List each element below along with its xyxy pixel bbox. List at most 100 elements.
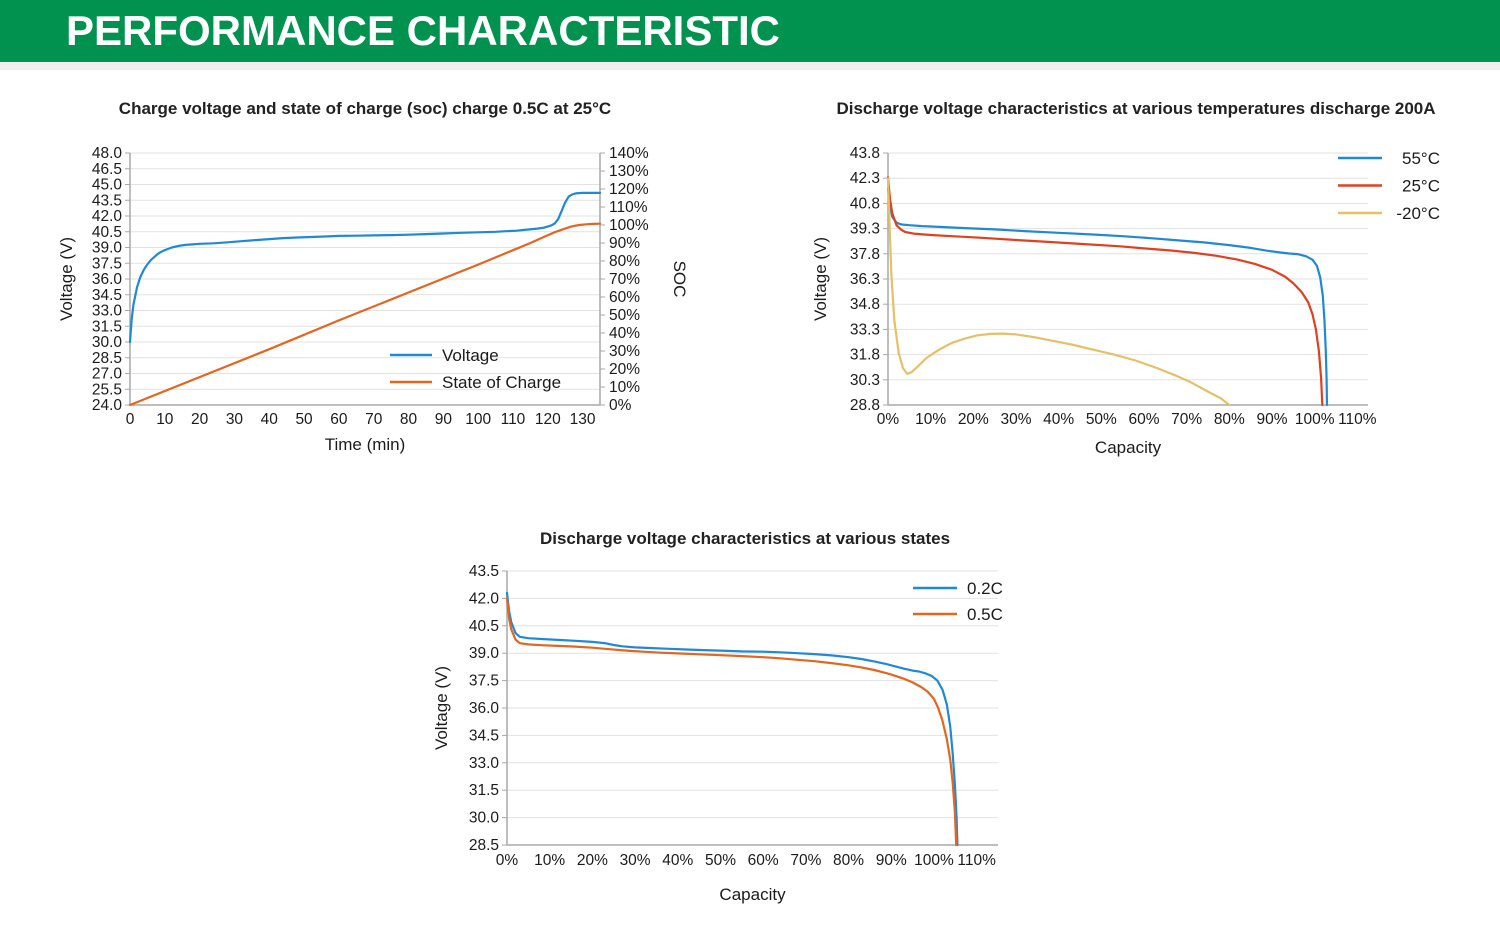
svg-text:90%: 90% xyxy=(876,852,907,869)
chart-discharge-states: Discharge voltage characteristics at var… xyxy=(415,520,1095,932)
svg-text:90: 90 xyxy=(435,411,453,428)
svg-text:0%: 0% xyxy=(877,411,900,428)
svg-text:40%: 40% xyxy=(1043,411,1074,428)
y-axis-left: 28.8 30.3 31.8 33.3 34.8 36.3 37.8 39.3 40.8 42.3… xyxy=(850,145,888,414)
legend: Voltage State of Charge xyxy=(390,346,561,392)
svg-text:70: 70 xyxy=(365,411,383,428)
svg-text:40.5: 40.5 xyxy=(469,618,499,635)
svg-text:30%: 30% xyxy=(609,343,640,360)
svg-text:36.0: 36.0 xyxy=(469,700,500,717)
svg-text:80%: 80% xyxy=(609,253,640,270)
svg-text:80%: 80% xyxy=(833,852,864,869)
svg-text:0: 0 xyxy=(126,411,135,428)
svg-text:40%: 40% xyxy=(609,325,640,342)
svg-text:20: 20 xyxy=(191,411,209,428)
legend-label: 25°C xyxy=(1402,177,1440,196)
chart-discharge-temperatures: Discharge voltage characteristics at var… xyxy=(800,90,1490,485)
chart-title: Discharge voltage characteristics at var… xyxy=(836,99,1435,118)
svg-text:0%: 0% xyxy=(496,852,519,869)
svg-text:31.8: 31.8 xyxy=(850,347,880,364)
svg-text:27.0: 27.0 xyxy=(92,366,123,383)
svg-text:30.3: 30.3 xyxy=(850,372,880,389)
svg-text:60%: 60% xyxy=(748,852,779,869)
svg-text:30: 30 xyxy=(226,411,244,428)
svg-text:80%: 80% xyxy=(1214,411,1245,428)
y-axis-left: 24.025.527.028.530.031.533.034.536.037.5… xyxy=(92,145,130,414)
svg-text:40%: 40% xyxy=(662,852,693,869)
svg-text:50%: 50% xyxy=(1086,411,1117,428)
chart-charge-voltage-soc: Charge voltage and state of charge (soc)… xyxy=(55,90,755,485)
svg-text:10%: 10% xyxy=(915,411,946,428)
svg-text:42.0: 42.0 xyxy=(469,590,500,607)
svg-text:43.8: 43.8 xyxy=(850,145,880,162)
x-axis-title: Time (min) xyxy=(325,435,406,454)
svg-text:36.0: 36.0 xyxy=(92,271,123,288)
svg-text:30.0: 30.0 xyxy=(469,810,500,827)
svg-text:20%: 20% xyxy=(958,411,989,428)
svg-text:45.0: 45.0 xyxy=(92,177,123,194)
y-axis-right: 0%10%20%30%40%50%60%70%80%90%100%110%120… xyxy=(600,145,649,414)
svg-text:37.8: 37.8 xyxy=(850,246,880,263)
svg-text:42.3: 42.3 xyxy=(850,170,880,187)
svg-text:39.0: 39.0 xyxy=(469,645,500,662)
chart-title: Charge voltage and state of charge (soc)… xyxy=(119,99,611,118)
legend-label: Voltage xyxy=(442,346,499,365)
svg-text:28.8: 28.8 xyxy=(850,397,880,414)
series-line--20°c xyxy=(886,177,1231,407)
chart1-svg: Charge voltage and state of charge (soc)… xyxy=(57,99,689,454)
svg-text:33.3: 33.3 xyxy=(850,321,880,338)
svg-text:140%: 140% xyxy=(609,145,649,162)
y-axis-title: Voltage (V) xyxy=(811,237,830,321)
gridlines xyxy=(130,152,600,390)
svg-text:43.5: 43.5 xyxy=(469,563,499,580)
svg-text:31.5: 31.5 xyxy=(92,318,122,335)
svg-text:33.0: 33.0 xyxy=(92,303,123,320)
svg-text:20%: 20% xyxy=(577,852,608,869)
x-axis-title: Capacity xyxy=(1095,438,1162,457)
x-axis-title: Capacity xyxy=(719,885,786,904)
svg-text:10%: 10% xyxy=(534,852,565,869)
svg-text:34.8: 34.8 xyxy=(850,296,880,313)
page-title: PERFORMANCE CHARACTERISTIC xyxy=(66,7,780,54)
svg-text:50%: 50% xyxy=(609,307,640,324)
chart2-svg: Discharge voltage characteristics at var… xyxy=(811,99,1440,457)
svg-text:43.5: 43.5 xyxy=(92,192,122,209)
svg-text:120%: 120% xyxy=(609,181,649,198)
svg-text:42.0: 42.0 xyxy=(92,208,123,225)
x-axis: 0% 10% 20% 30% 40% 50% 60% 70% 80% 90% 100% 110% xyxy=(877,411,1377,428)
series-line-0.2c xyxy=(505,591,959,847)
svg-text:100: 100 xyxy=(465,411,491,428)
chart3-svg: Discharge voltage characteristics at var… xyxy=(432,529,1003,904)
x-axis: 0% 10% 20% 30% 40% 50% 60% 70% 80% 90% 100% 110% xyxy=(496,852,996,869)
svg-text:110: 110 xyxy=(501,411,526,428)
svg-text:110%: 110% xyxy=(957,852,996,869)
y-axis-title: Voltage (V) xyxy=(432,666,451,750)
legend: 0.2C 0.5C xyxy=(913,579,1003,624)
gridlines xyxy=(507,570,998,819)
svg-text:40: 40 xyxy=(261,411,279,428)
svg-text:90%: 90% xyxy=(1256,411,1287,428)
svg-text:100%: 100% xyxy=(1295,411,1335,428)
svg-text:50: 50 xyxy=(295,411,313,428)
gridlines xyxy=(888,152,1368,381)
svg-text:110%: 110% xyxy=(1338,411,1377,428)
svg-text:40.8: 40.8 xyxy=(850,195,880,212)
svg-text:110%: 110% xyxy=(609,199,648,216)
svg-text:130%: 130% xyxy=(609,163,649,180)
y-axis-left: 28.5 30.0 31.5 33.0 34.5 36.0 37.5 39.0 40.5 42.0… xyxy=(469,563,507,854)
svg-text:120: 120 xyxy=(535,411,561,428)
svg-text:40.5: 40.5 xyxy=(92,224,122,241)
series-line-0.5c xyxy=(505,597,958,847)
svg-text:37.5: 37.5 xyxy=(469,673,499,690)
svg-text:46.5: 46.5 xyxy=(92,161,122,178)
svg-text:36.3: 36.3 xyxy=(850,271,880,288)
series-line-voltage xyxy=(128,191,602,344)
legend-label: 55°C xyxy=(1402,149,1440,168)
svg-text:24.0: 24.0 xyxy=(92,397,123,414)
legend-label: 0.5C xyxy=(967,605,1003,624)
svg-text:60: 60 xyxy=(330,411,348,428)
svg-text:100%: 100% xyxy=(914,852,954,869)
series-line-55°c xyxy=(886,187,1329,407)
svg-text:80: 80 xyxy=(400,411,418,428)
svg-text:31.5: 31.5 xyxy=(469,782,499,799)
